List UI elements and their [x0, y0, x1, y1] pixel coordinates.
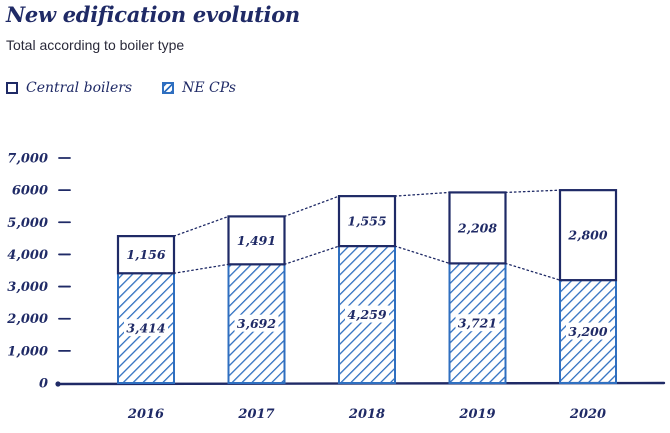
data-label-ne-cps: 3,200 — [568, 324, 607, 339]
bar-central-boilers-2017 — [227, 215, 286, 266]
bar-central-boilers-2018 — [337, 195, 397, 248]
chart-subtitle: Total according to boiler type — [6, 37, 185, 53]
data-label-central-boilers: 1,491 — [237, 233, 276, 248]
data-label-central-boilers: 2,208 — [457, 220, 497, 235]
data-label-central-boilers: 1,156 — [126, 247, 165, 262]
bar-central-boilers-2019 — [448, 191, 507, 265]
bar-central-boilers-2016 — [116, 235, 176, 275]
data-label-ne-cps: 3,692 — [237, 316, 276, 331]
data-label-ne-cps: 4,259 — [347, 307, 386, 322]
y-tick-label: 7,000 — [7, 152, 48, 167]
x-tick-label: 2020 — [569, 407, 606, 422]
connector-line-total — [173, 189, 561, 237]
legend-label-ne-cps: NE CPs — [182, 80, 236, 96]
connector-line-ne-cps — [173, 245, 561, 281]
legend-swatch-hatched — [162, 82, 175, 94]
y-tick-label: 5,000 — [7, 216, 48, 231]
x-axis-start-dot — [55, 381, 61, 387]
legend-item-ne-cps: NE CPs — [162, 80, 236, 96]
x-tick-label: 2017 — [237, 407, 274, 422]
legend-label-central-boilers: Central boilers — [26, 80, 133, 96]
y-tick-label: 4,000 — [7, 248, 48, 263]
y-tick-label: 1,000 — [7, 344, 48, 359]
y-tick-label: 6000 — [12, 184, 48, 199]
x-tick-label: 2016 — [127, 407, 164, 422]
x-tick-label: 2018 — [348, 407, 385, 422]
data-label-central-boilers: 1,555 — [347, 214, 386, 229]
bar-central-boilers-2020 — [558, 189, 618, 282]
x-tick-label: 2019 — [458, 407, 495, 422]
data-label-bg — [345, 305, 389, 323]
data-label-bg — [124, 319, 168, 337]
legend: Central boilers NE CPs — [6, 80, 266, 96]
data-label-bg — [566, 322, 610, 340]
y-tick-label: 3,000 — [7, 280, 48, 295]
data-label-bg — [455, 314, 500, 332]
data-label-bg — [234, 314, 279, 332]
data-label-ne-cps: 3,414 — [126, 321, 165, 336]
chart-title: New edification evolution — [6, 2, 300, 27]
legend-item-central-boilers: Central boilers — [6, 80, 132, 96]
y-tick-label: 2,000 — [6, 312, 48, 327]
legend-swatch-outline — [6, 82, 18, 94]
data-label-ne-cps: 3,721 — [458, 316, 497, 331]
data-label-central-boilers: 2,800 — [567, 228, 607, 243]
y-tick-label: 0 — [39, 377, 48, 392]
